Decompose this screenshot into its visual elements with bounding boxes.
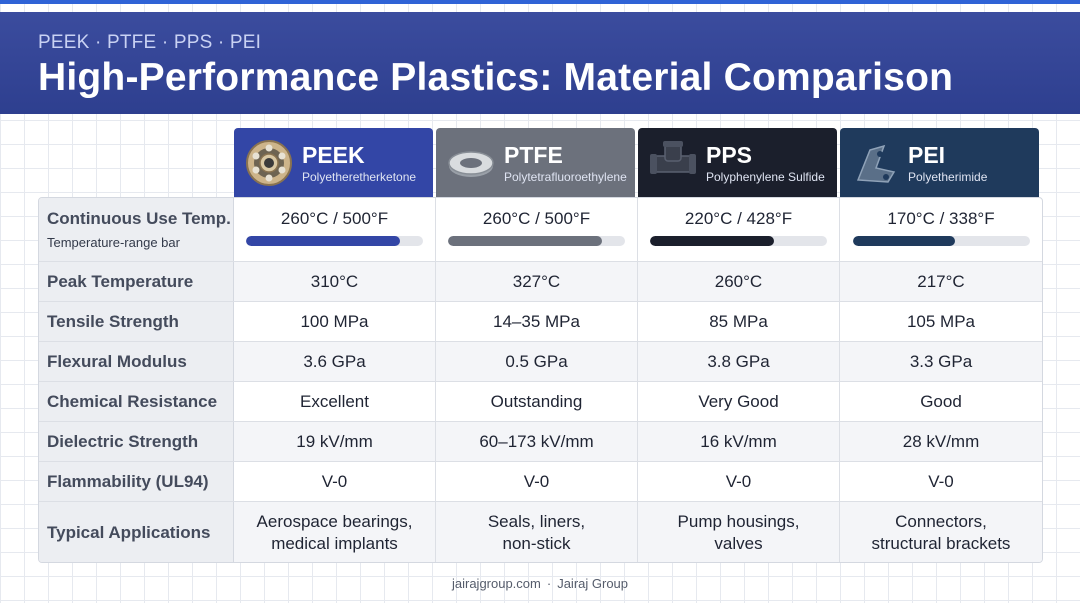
pipe-fitting-icon <box>650 141 696 174</box>
column-header-peek: PEEK Polyetheretherketone <box>234 128 433 198</box>
column-full-name: Polytetrafluoroethylene <box>504 170 627 184</box>
washer-icon <box>448 151 494 177</box>
cell-value: 260°C / 500°F <box>482 209 591 228</box>
cell-line: medical implants <box>271 533 398 553</box>
temperature-bar <box>852 236 1030 246</box>
temperature-bar-fill <box>246 236 400 246</box>
table-cell: 105 MPa <box>906 312 976 331</box>
table-cell: V-0 <box>928 472 954 491</box>
table-cell: Connectors, structural brackets <box>840 502 1042 562</box>
footer-brand: Jairaj Group <box>557 576 629 591</box>
row-label: Continuous Use Temp. Temperature-range b… <box>39 198 234 261</box>
column-abbr: PEI <box>908 142 946 168</box>
column-abbr: PEEK <box>302 142 365 168</box>
column-full-name: Polyetheretherketone <box>302 170 417 184</box>
table-cell: Very Good <box>638 382 840 422</box>
cell-line: Pump housings, <box>677 511 800 531</box>
table-cell: 260°C <box>638 262 840 302</box>
bracket-icon <box>856 144 896 183</box>
cell-line: structural brackets <box>871 533 1011 553</box>
page-title: High-Performance Plastics: Material Comp… <box>38 56 954 99</box>
table-cell: 28 kV/mm <box>902 432 980 451</box>
footer: jairajgroup.com · Jairaj Group <box>0 576 1080 591</box>
cell-line: valves <box>714 533 763 553</box>
column-header-pei: PEI Polyetherimide <box>840 128 1039 198</box>
row-label: Dielectric Strength <box>39 422 234 462</box>
column-abbr: PPS <box>706 142 753 168</box>
table-row-flammability: Flammability (UL94) V-0 V-0 V-0 V-0 <box>39 461 1042 502</box>
temperature-bar-fill <box>650 236 774 246</box>
footer-separator: · <box>546 576 552 591</box>
table-row-dielectric: Dielectric Strength 19 kV/mm 60–173 kV/m… <box>39 421 1042 462</box>
column-header-pps: PPS Polyphenylene Sulfide <box>638 128 837 198</box>
row-label: Typical Applications <box>39 502 234 562</box>
cell-line: Connectors, <box>895 511 987 531</box>
row-label: Peak Temperature <box>39 262 234 302</box>
table-row-peak-temp: Peak Temperature 310°C 327°C 260°C 217°C <box>39 261 1042 302</box>
row-label: Flammability (UL94) <box>39 462 234 502</box>
row-label: Chemical Resistance <box>39 382 234 422</box>
table-cell: 3.3 GPa <box>909 352 973 371</box>
temperature-bar <box>650 236 827 246</box>
footer-site-link[interactable]: jairajgroup.com <box>451 576 541 591</box>
top-accent-line <box>0 0 1080 4</box>
column-full-name: Polyetherimide <box>908 170 988 184</box>
temperature-bar <box>246 236 423 246</box>
comparison-table: Continuous Use Temp. Temperature-range b… <box>38 197 1043 563</box>
row-label: Flexural Modulus <box>39 342 234 382</box>
table-cell: 85 MPa <box>638 302 840 342</box>
temperature-bar <box>448 236 625 246</box>
table-cell: Good <box>920 392 962 411</box>
column-abbr: PTFE <box>504 142 563 168</box>
bearing-icon <box>246 140 292 186</box>
cell-line: non-stick <box>502 533 571 553</box>
temperature-bar-fill <box>448 236 602 246</box>
table-cell: 19 kV/mm <box>234 422 436 462</box>
table-cell: 16 kV/mm <box>638 422 840 462</box>
table-cell: 260°C / 500°F <box>234 198 436 261</box>
table-cell: Outstanding <box>436 382 638 422</box>
temperature-bar-fill <box>852 236 956 246</box>
table-cell: V-0 <box>436 462 638 502</box>
table-cell: 3.8 GPa <box>638 342 840 382</box>
cell-value: 170°C / 338°F <box>887 209 995 228</box>
table-cell: V-0 <box>638 462 840 502</box>
table-cell: 170°C / 338°F <box>840 198 1042 261</box>
table-cell: 327°C <box>436 262 638 302</box>
table-cell: 220°C / 428°F <box>638 198 840 261</box>
table-cell: 310°C <box>234 262 436 302</box>
cell-value: 260°C / 500°F <box>280 209 389 228</box>
table-row-applications: Typical Applications Aerospace bearings,… <box>39 501 1042 562</box>
cell-line: Aerospace bearings, <box>256 511 413 531</box>
header-kicker: PEEK · PTFE · PPS · PEI <box>38 32 262 53</box>
table-cell: 0.5 GPa <box>436 342 638 382</box>
table-cell: Seals, liners, non-stick <box>436 502 638 562</box>
table-cell: 60–173 kV/mm <box>436 422 638 462</box>
table-cell: 3.6 GPa <box>234 342 436 382</box>
table-cell: Aerospace bearings, medical implants <box>234 502 436 562</box>
row-label: Tensile Strength <box>39 302 234 342</box>
column-header-ptfe: PTFE Polytetrafluoroethylene <box>436 128 635 198</box>
cell-line: Seals, liners, <box>487 511 586 531</box>
table-row-chemical: Chemical Resistance Excellent Outstandin… <box>39 381 1042 422</box>
table-row-tensile: Tensile Strength 100 MPa 14–35 MPa 85 MP… <box>39 301 1042 342</box>
table-cell: Pump housings, valves <box>638 502 840 562</box>
column-full-name: Polyphenylene Sulfide <box>706 170 825 184</box>
row-sublabel: Temperature-range bar <box>47 235 180 250</box>
table-cell: V-0 <box>234 462 436 502</box>
table-cell: 14–35 MPa <box>436 302 638 342</box>
table-row-flexural: Flexural Modulus 3.6 GPa 0.5 GPa 3.8 GPa… <box>39 341 1042 382</box>
row-label-text: Continuous Use Temp. <box>47 209 231 228</box>
table-cell: 100 MPa <box>234 302 436 342</box>
cell-value: 220°C / 428°F <box>684 209 793 228</box>
table-cell: 260°C / 500°F <box>436 198 638 261</box>
table-cell: Excellent <box>234 382 436 422</box>
table-cell: 217°C <box>917 272 965 291</box>
header-banner: PEEK · PTFE · PPS · PEI High-Performance… <box>0 12 1080 114</box>
table-row-continuous-temp: Continuous Use Temp. Temperature-range b… <box>39 198 1042 261</box>
